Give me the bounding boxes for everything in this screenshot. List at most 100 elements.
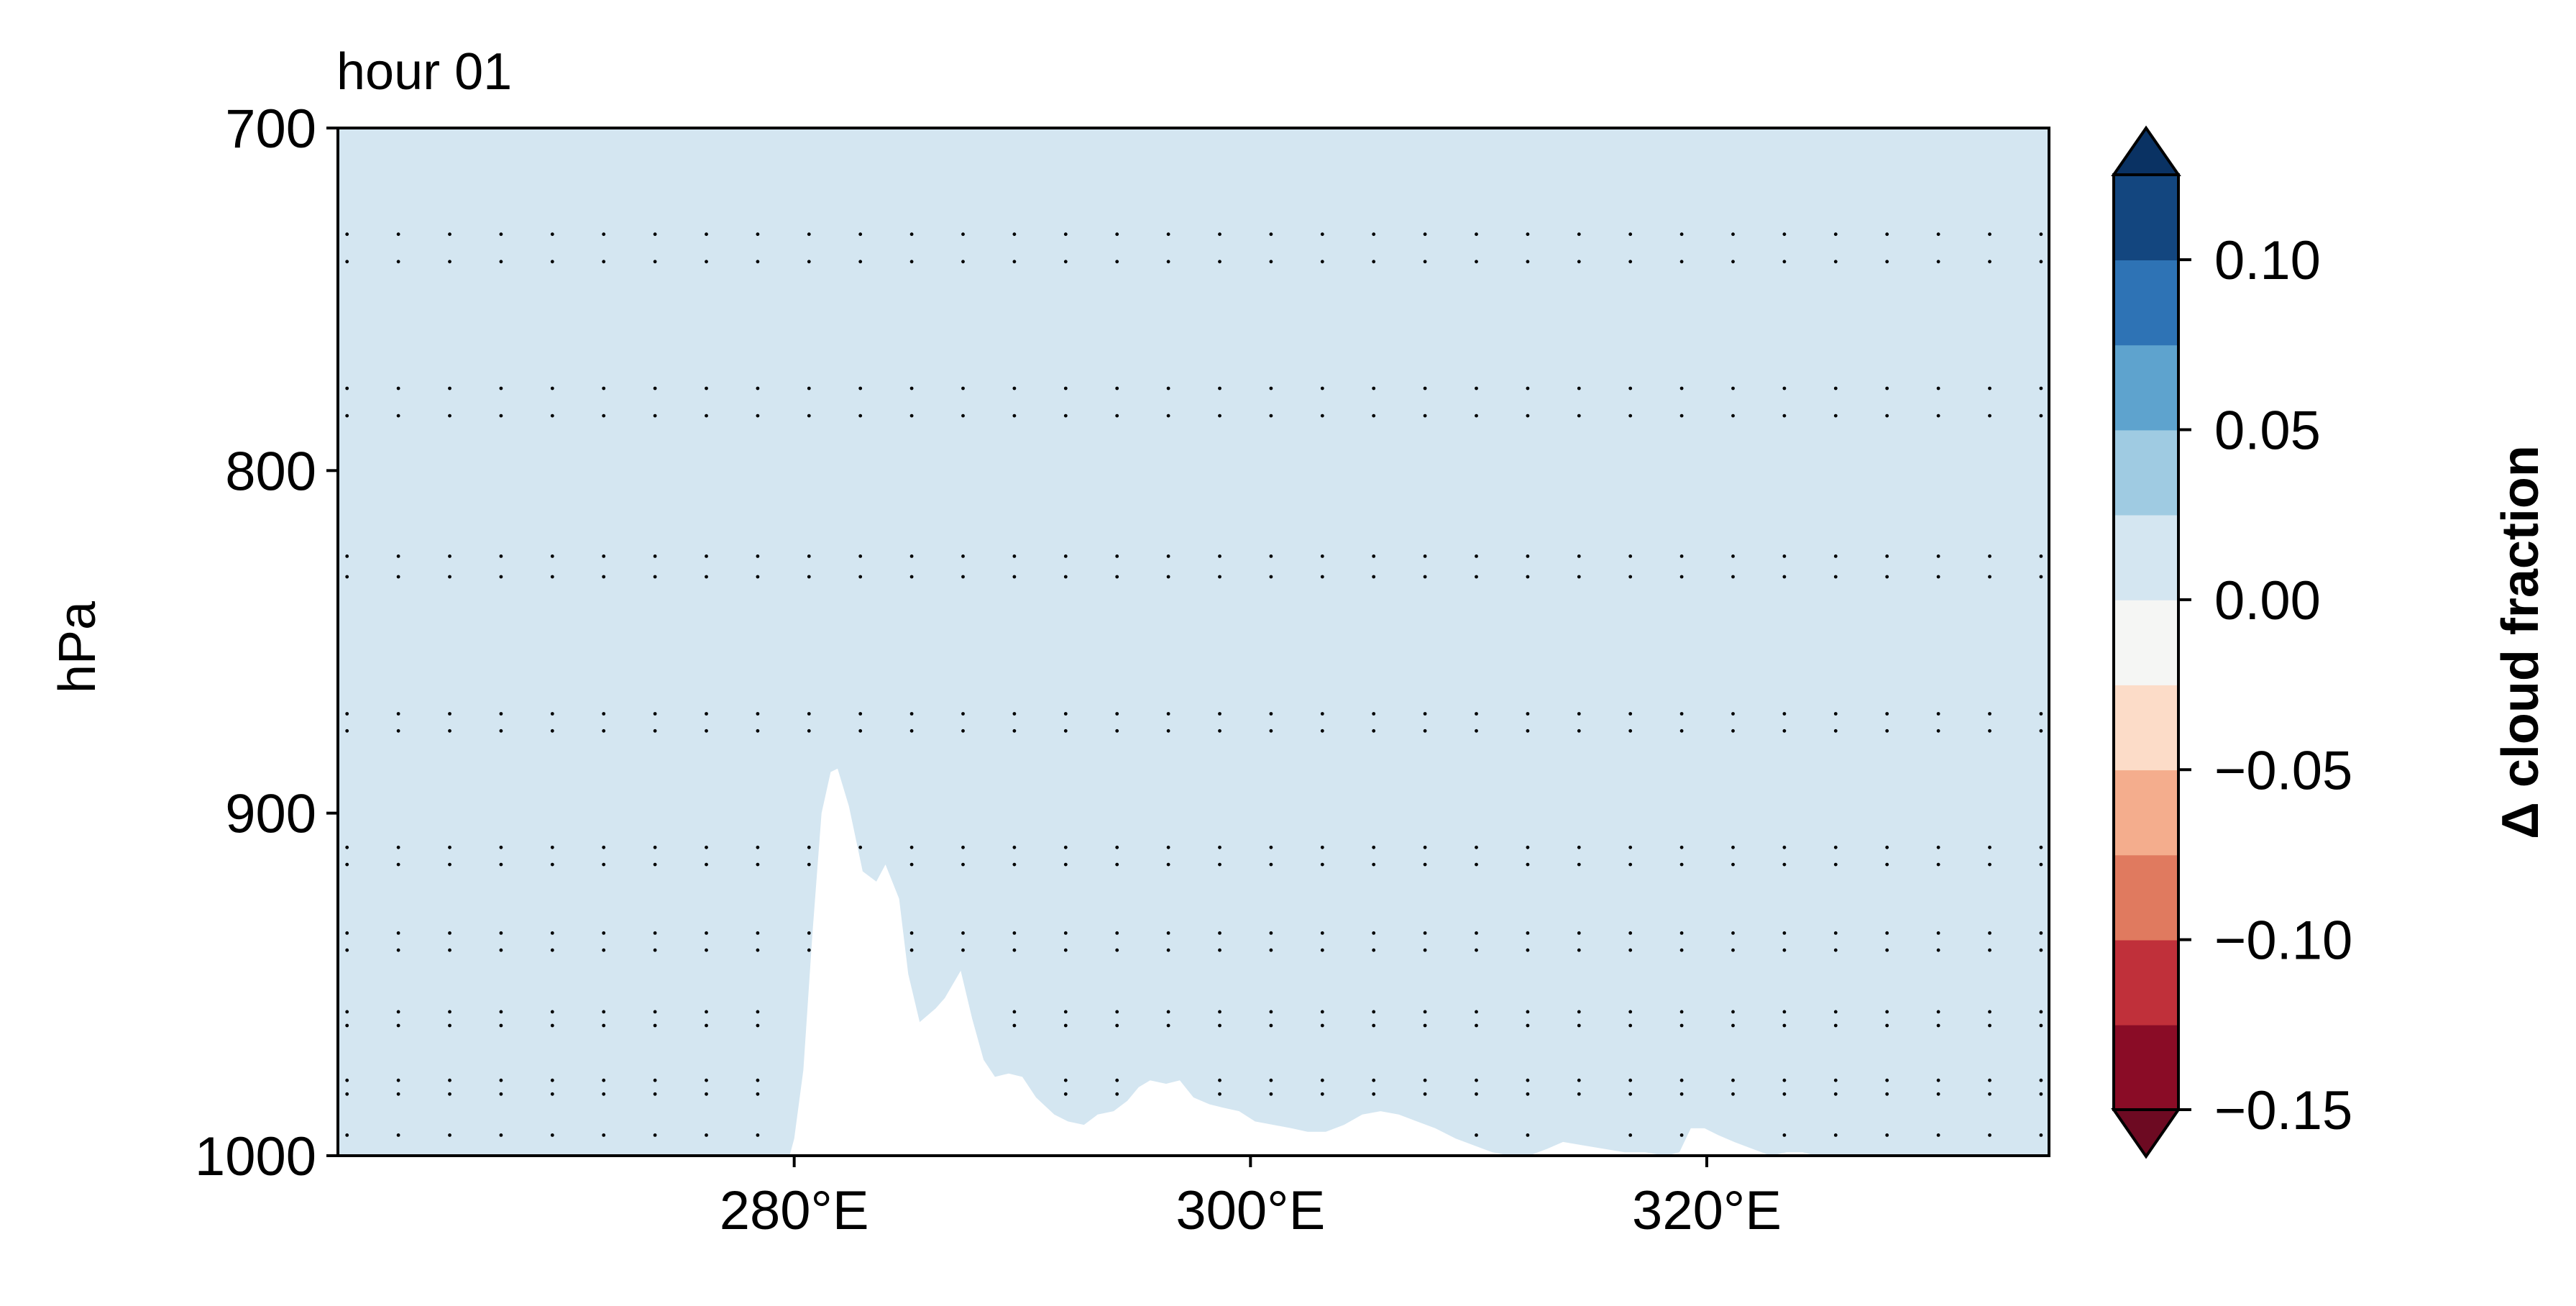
stipple-dot <box>2039 729 2043 733</box>
stipple-dot <box>550 1078 554 1082</box>
stipple-dot <box>1833 1078 1838 1082</box>
stipple-dot <box>1885 554 1889 558</box>
stipple-dot <box>1679 232 1684 237</box>
stipple-dot <box>1782 1010 1787 1014</box>
stipple-dot <box>961 386 965 391</box>
stipple-dot <box>1372 845 1376 849</box>
stipple-dot <box>756 1133 760 1137</box>
stipple-dot <box>1628 386 1633 391</box>
stipple-dot <box>1782 575 1787 579</box>
stipple-dot <box>1988 1010 1991 1014</box>
stipple-dot <box>807 386 811 391</box>
stipple-dot <box>1475 1133 1478 1137</box>
stipple-dot <box>499 862 503 867</box>
stipple-dot <box>345 1023 349 1028</box>
stipple-dot <box>705 845 708 849</box>
stipple-dot <box>1988 845 1991 849</box>
stipple-dot <box>1320 232 1324 237</box>
stipple-dot <box>1218 931 1221 935</box>
stipple-dot <box>550 1133 554 1137</box>
stipple-dot <box>705 554 708 558</box>
y-tick-label: 800 <box>225 441 316 502</box>
stipple-dot <box>1577 712 1581 716</box>
stipple-dot <box>499 414 503 418</box>
stipple-dot <box>448 232 452 237</box>
stipple-dot <box>499 554 503 558</box>
stipple-dot <box>756 948 760 952</box>
colorbar-bin <box>2114 260 2178 346</box>
stipple-dot <box>1782 260 1787 264</box>
stipple-dot <box>1423 862 1427 867</box>
stipple-dot <box>1577 1078 1581 1082</box>
stipple-dot <box>1885 1078 1889 1082</box>
stipple-dot <box>602 575 606 579</box>
stipple-dot <box>705 712 708 716</box>
stipple-dot <box>1320 729 1324 733</box>
stipple-dot <box>705 862 708 867</box>
stipple-dot <box>1936 260 1940 264</box>
stipple-dot <box>1577 845 1581 849</box>
stipple-dot <box>1372 260 1376 264</box>
stipple-dot <box>909 948 914 952</box>
stipple-dot <box>756 554 760 558</box>
stipple-dot <box>345 1133 349 1137</box>
stipple-dot <box>858 575 863 579</box>
stipple-dot <box>1115 948 1119 952</box>
stipple-dot <box>1269 414 1273 418</box>
stipple-dot <box>1577 554 1581 558</box>
stipple-dot <box>1423 386 1427 391</box>
stipple-dot <box>345 1078 349 1082</box>
stipple-dot <box>1063 414 1068 418</box>
stipple-dot <box>448 931 452 935</box>
stipple-dot <box>2039 862 2043 867</box>
stipple-dot <box>807 712 811 716</box>
stipple-dot <box>1115 386 1119 391</box>
stipple-dot <box>1115 1078 1119 1082</box>
stipple-dot <box>961 232 965 237</box>
stipple-dot <box>1526 414 1530 418</box>
stipple-dot <box>1372 729 1376 733</box>
stipple-dot <box>550 1023 554 1028</box>
stipple-dot <box>396 232 400 237</box>
stipple-dot <box>448 386 452 391</box>
stipple-dot <box>1833 1010 1838 1014</box>
stipple-dot <box>345 712 349 716</box>
stipple-dot <box>1577 260 1581 264</box>
stipple-dot <box>1782 232 1787 237</box>
stipple-dot <box>807 260 811 264</box>
stipple-dot <box>653 386 657 391</box>
stipple-dot <box>2039 575 2043 579</box>
stipple-dot <box>1936 862 1940 867</box>
x-tick-label: 320°E <box>1632 1180 1782 1241</box>
stipple-dot <box>1731 948 1735 952</box>
colorbar-bin <box>2114 175 2178 260</box>
stipple-dot <box>1782 948 1787 952</box>
stipple-dot <box>602 845 606 849</box>
stipple-dot <box>1475 554 1478 558</box>
y-axis: 700 800 900 1000 <box>195 99 338 1187</box>
stipple-dot <box>1936 931 1940 935</box>
stipple-dot <box>1218 232 1221 237</box>
stipple-dot <box>550 862 554 867</box>
stipple-dot <box>1423 1078 1427 1082</box>
stipple-dot <box>756 414 760 418</box>
stipple-dot <box>1218 712 1221 716</box>
stipple-dot <box>1833 931 1838 935</box>
stipple-dot <box>1833 414 1838 418</box>
stipple-dot <box>1679 1092 1684 1096</box>
stipple-dot <box>1320 712 1324 716</box>
stipple-dot <box>602 232 606 237</box>
stipple-dot <box>2039 1078 2043 1082</box>
stipple-dot <box>909 260 914 264</box>
stipple-dot <box>1628 862 1633 867</box>
colorbar-bin <box>2114 1024 2178 1110</box>
stipple-dot <box>1988 1133 1991 1137</box>
stipple-dot <box>1782 554 1787 558</box>
stipple-dot <box>2039 414 2043 418</box>
stipple-dot <box>1731 862 1735 867</box>
stipple-dot <box>1063 729 1068 733</box>
stipple-dot <box>653 862 657 867</box>
stipple-dot <box>448 1010 452 1014</box>
stipple-dot <box>602 1133 606 1137</box>
stipple-dot <box>1577 1023 1581 1028</box>
